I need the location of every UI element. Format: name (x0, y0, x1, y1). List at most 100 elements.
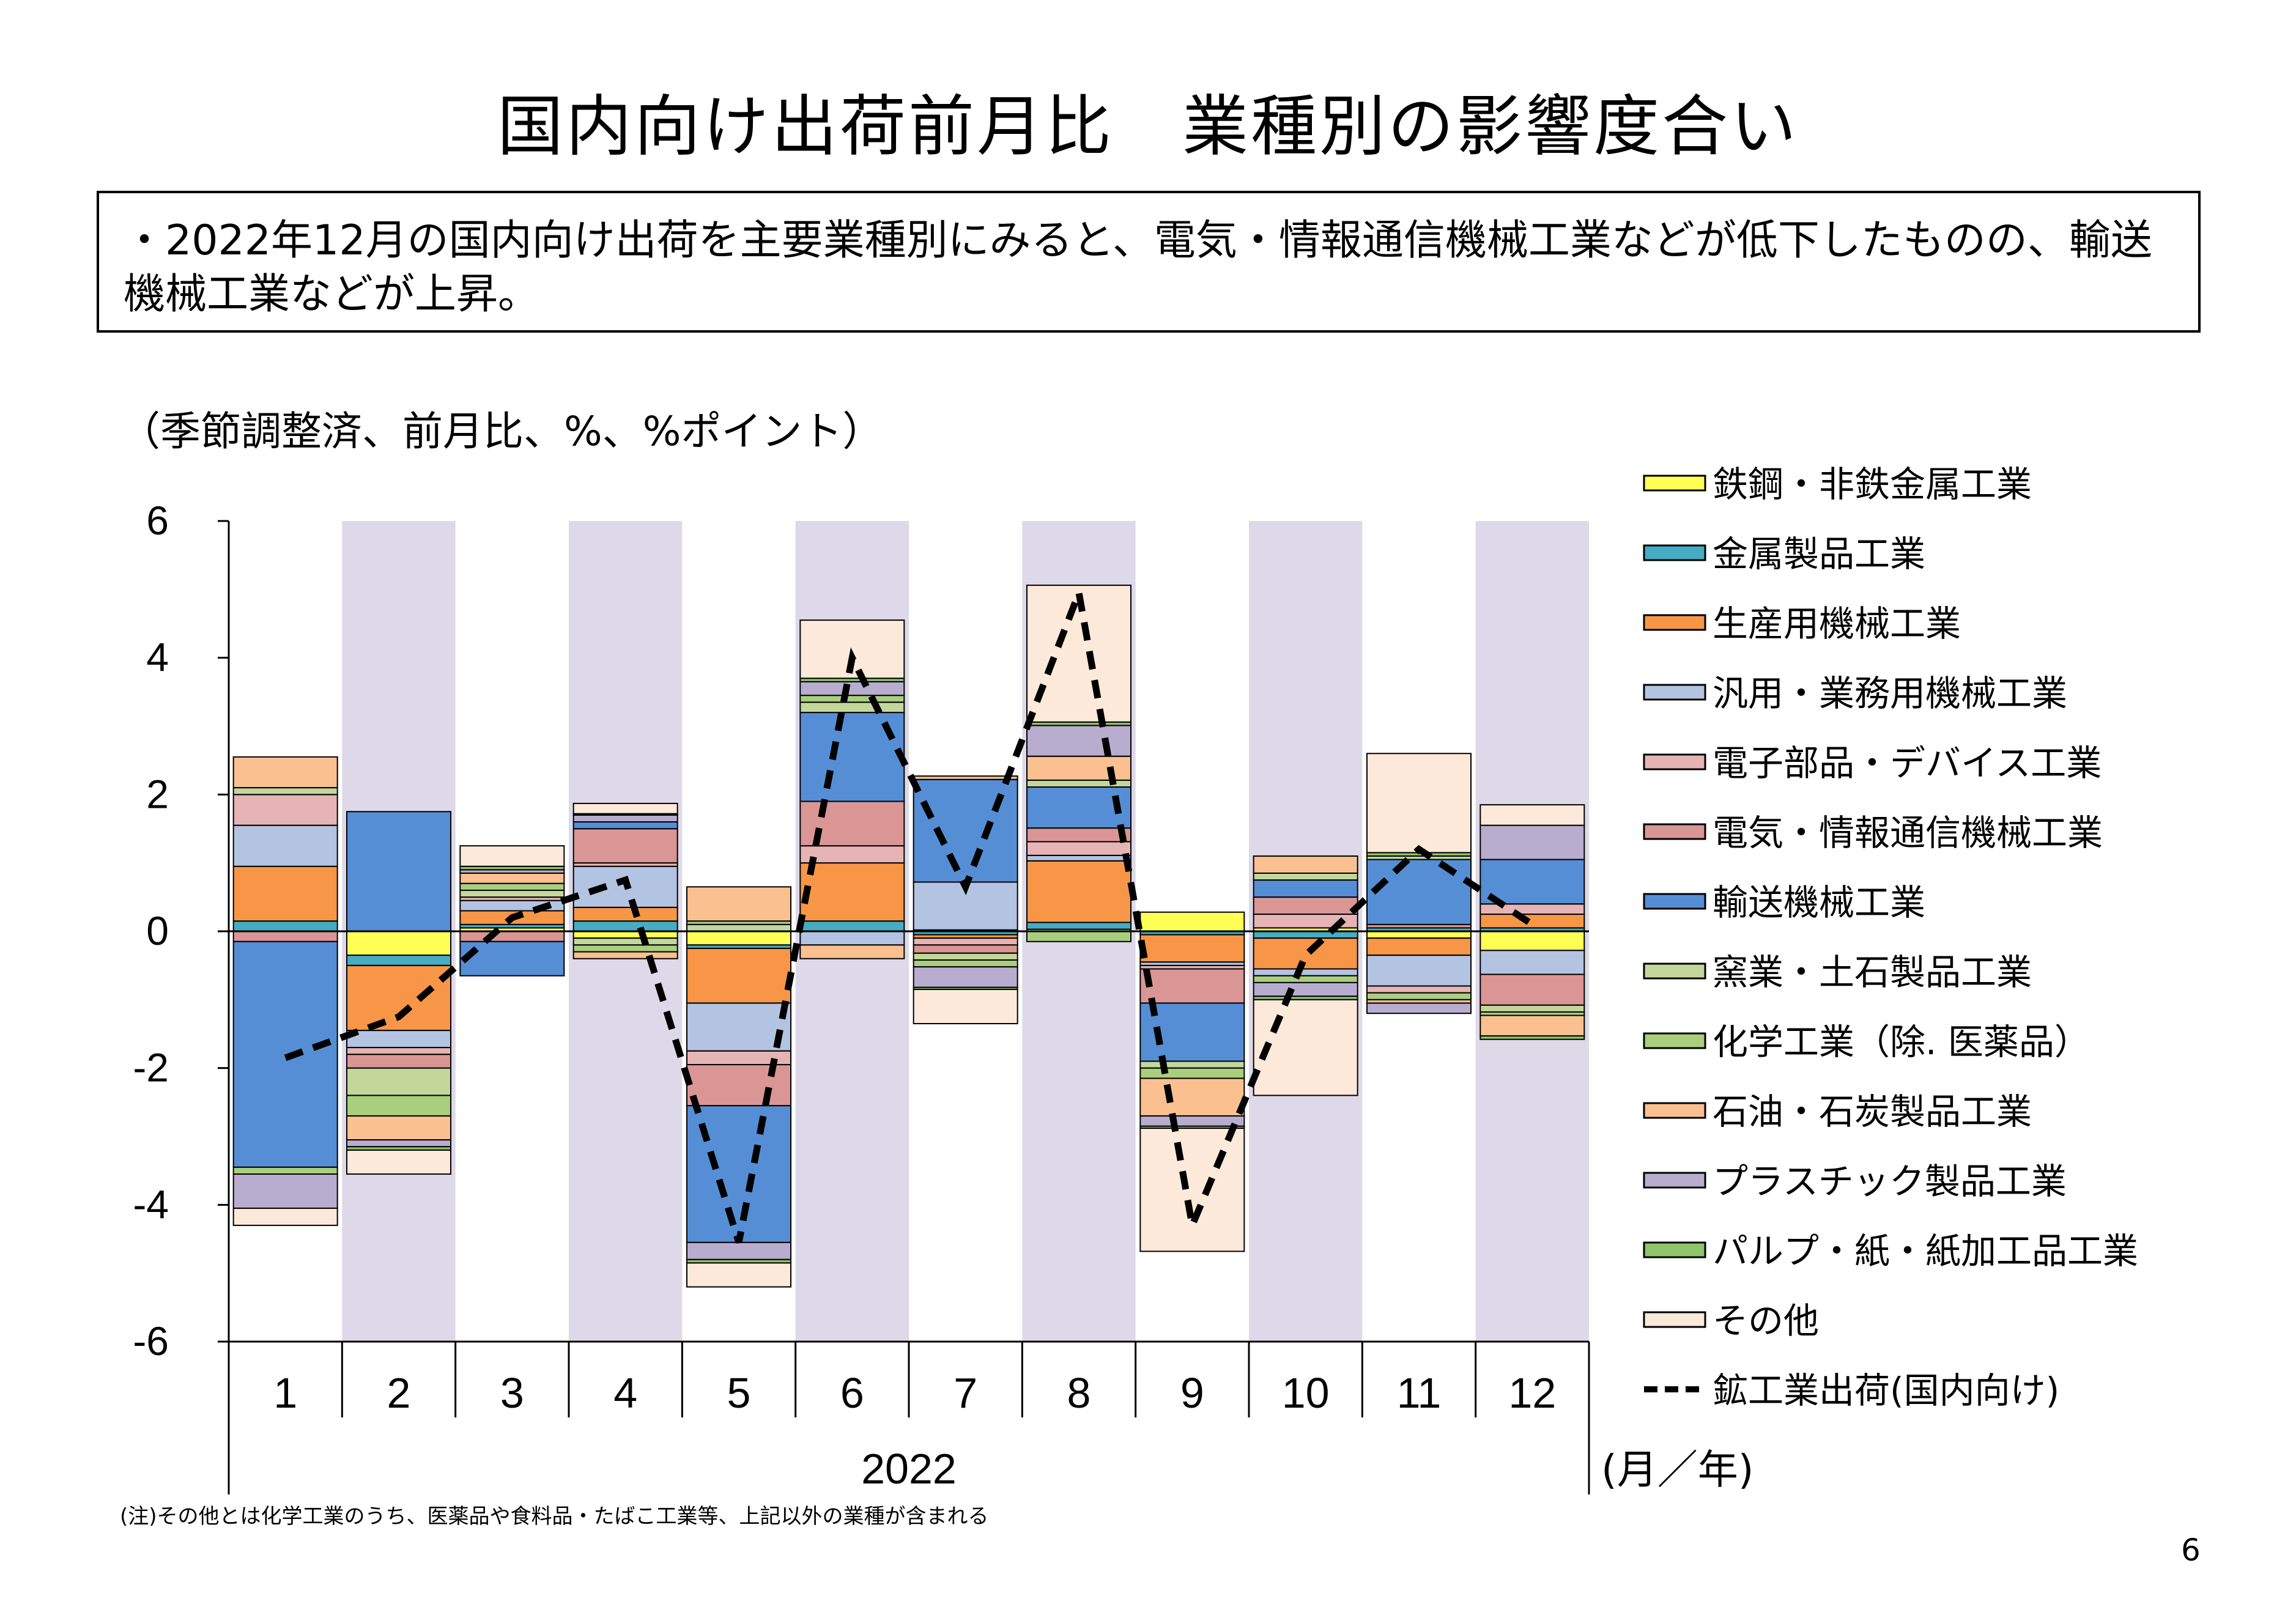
bar-segment (459, 872, 565, 884)
bar-segment (1139, 1077, 1245, 1117)
bar-segment (232, 794, 338, 826)
bar-segment (913, 937, 1018, 946)
bar-segment (572, 821, 678, 830)
bar-segment (346, 1047, 451, 1055)
bar-segment (1139, 1128, 1245, 1252)
bar-segment (232, 931, 338, 942)
bar-segment (1026, 841, 1131, 856)
bar-segment (1253, 975, 1358, 983)
bar-segment (1253, 855, 1358, 874)
x-tick-label: 3 (500, 1369, 524, 1417)
bar-segment (1139, 1115, 1245, 1127)
legend-swatch (1643, 893, 1706, 910)
bar-segment (232, 865, 338, 922)
bar-segment (1366, 955, 1472, 987)
bar-segment (913, 952, 1018, 961)
y-tick-label: 0 (146, 908, 169, 953)
bar-segment (1479, 914, 1585, 929)
bar-segment (572, 944, 678, 953)
bar-segment (686, 1241, 791, 1260)
bar-segment (572, 937, 678, 946)
x-tick-label: 7 (954, 1369, 977, 1417)
bar-segment (686, 923, 791, 932)
bar-segment (1253, 879, 1358, 898)
legend-swatch (1643, 614, 1706, 631)
bar-segment (1479, 1035, 1585, 1040)
bar-segment (346, 1139, 451, 1148)
bar-segment (1139, 934, 1245, 963)
bar-segment (1253, 968, 1358, 977)
unit-label: （季節調整済、前月比、%、%ポイント） (120, 408, 883, 455)
legend-label: 化学工業（除. 医薬品） (1713, 1021, 2090, 1063)
bar-segment (1366, 931, 1472, 939)
legend-swatch (1643, 1311, 1706, 1328)
legend-swatch (1643, 1032, 1706, 1049)
bar-segment (1366, 859, 1472, 925)
bar-segment (1366, 985, 1472, 994)
bar-segment (1139, 1067, 1245, 1079)
legend-label: 電子部品・デバイス工業 (1713, 742, 2102, 784)
x-tick-label: 12 (1508, 1369, 1556, 1417)
bar-segment (459, 889, 565, 898)
bar-segment (572, 931, 678, 939)
bar-segment (686, 1262, 791, 1288)
bar-segment (1139, 1060, 1245, 1069)
bar-segment (346, 1030, 451, 1049)
legend-swatch (1643, 962, 1706, 980)
legend-label: 石油・石炭製品工業 (1713, 1091, 2032, 1132)
bar-segment (1366, 753, 1472, 854)
bar-segment (1253, 999, 1358, 1096)
bar-segment (1253, 937, 1358, 970)
bar-segment (1253, 896, 1358, 915)
year-label: 2022 (861, 1445, 957, 1493)
y-tick-label: -4 (133, 1181, 169, 1227)
bar-segment (459, 940, 565, 977)
bar-segment (346, 1115, 451, 1141)
legend-label: 汎用・業務用機械工業 (1713, 673, 2067, 714)
legend-swatch (1643, 1241, 1706, 1258)
bar-segment (1366, 937, 1472, 956)
bar-segment (1479, 859, 1585, 905)
x-tick-label: 6 (840, 1369, 864, 1417)
bar-segment (799, 931, 905, 946)
bar-segment (686, 886, 791, 922)
bar-segment (1479, 973, 1585, 1006)
bar-segment (1139, 968, 1245, 1004)
bar-segment (1026, 827, 1131, 843)
bar-segment (346, 931, 451, 956)
legend-swatch (1643, 1172, 1706, 1189)
bar-segment (1253, 872, 1358, 881)
x-tick-label: 5 (727, 1369, 751, 1417)
legend-label: 鉱工業出荷(国内向け) (1713, 1370, 2059, 1411)
bar-segment (1026, 854, 1131, 862)
bar-segment (799, 862, 905, 922)
x-tick-label: 11 (1397, 1369, 1442, 1417)
bar-segment (686, 947, 791, 1004)
bar-segment (1479, 1004, 1585, 1013)
bar-segment (232, 824, 338, 867)
legend-label: 金属製品工業 (1713, 533, 1925, 575)
bar-segment (1366, 992, 1472, 1000)
y-tick-label: -2 (133, 1045, 169, 1090)
bar-segment (799, 681, 905, 696)
bar-segment (346, 955, 451, 966)
footnote: (注)その他とは化学工業のうち、医薬品や食料品・たばこ工業等、上記以外の業種が含… (120, 1504, 989, 1529)
summary-box: ・2022年12月の国内向け出荷を主要業種別にみると、電気・情報通信機械工業など… (97, 191, 2201, 333)
legend-label: 鉄鋼・非鉄金属工業 (1713, 464, 2032, 505)
bar-segment (686, 931, 791, 946)
bar-segment (1479, 903, 1585, 915)
bar-segment (232, 920, 338, 932)
bar-segment (346, 964, 451, 1032)
bar-segment (346, 1054, 451, 1069)
y-tick-label: 2 (146, 771, 169, 816)
bar-segment (232, 1166, 338, 1175)
x-tick-label: 8 (1067, 1369, 1091, 1417)
x-tick-label: 10 (1282, 1369, 1330, 1417)
bar-segment (346, 1149, 451, 1175)
page-number: 6 (2181, 1532, 2201, 1568)
y-tick-label: 4 (146, 635, 169, 680)
x-tick-label: 4 (613, 1369, 637, 1417)
bar-segment (572, 828, 678, 864)
bar-segment (913, 989, 1018, 1024)
